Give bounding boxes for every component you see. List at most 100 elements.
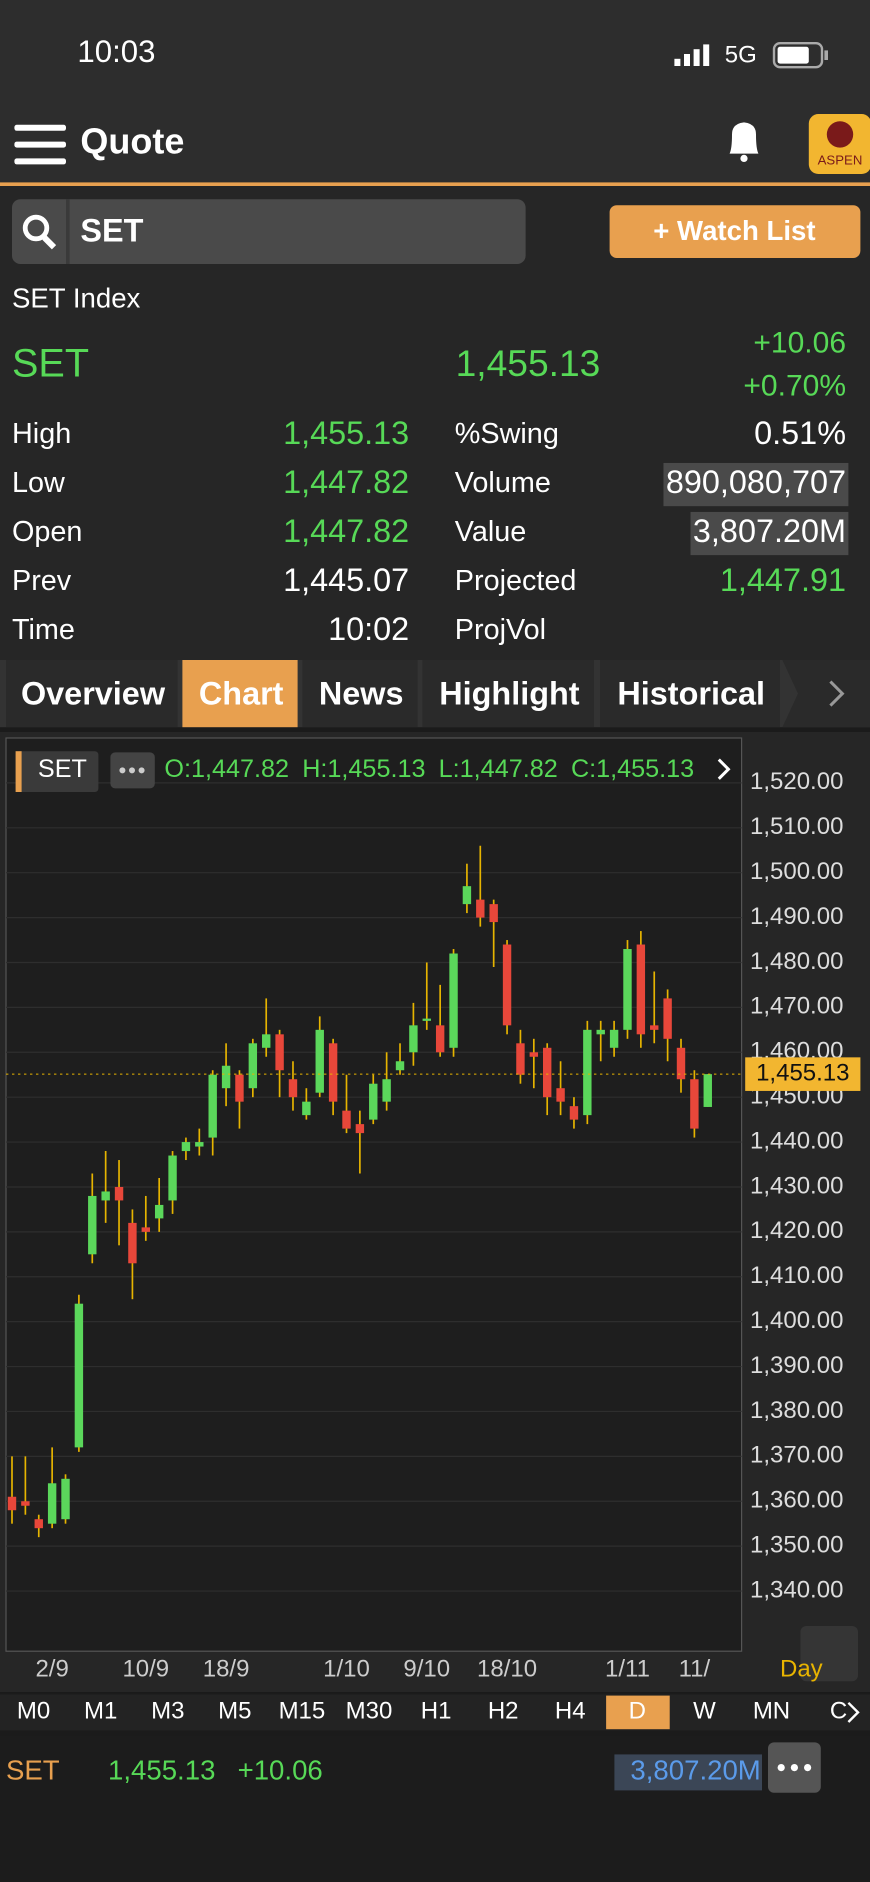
footer-price: 1,455.13 (108, 1755, 215, 1786)
candle-body (569, 1106, 579, 1120)
chart-symbol: SET (38, 755, 87, 783)
y-tick-label: 1,370.00 (750, 1442, 843, 1469)
timeframe[interactable]: M30 (346, 1698, 393, 1725)
row-label: Projected (455, 565, 577, 597)
candle-body (543, 1047, 552, 1098)
tab-label[interactable]: Historical (617, 676, 765, 712)
candle-body (235, 1074, 244, 1102)
candle-body (34, 1519, 43, 1529)
ohlc-arrow[interactable] (717, 758, 731, 780)
candle-body (342, 1110, 351, 1129)
ohlc-label: L:1,447.82 (439, 755, 558, 783)
symbol-chip[interactable] (15, 751, 99, 793)
watchlist-button[interactable] (609, 205, 861, 259)
candle-body (556, 1088, 565, 1102)
change: +10.06 (753, 326, 846, 359)
tab-label[interactable]: News (319, 676, 404, 712)
tab[interactable] (302, 660, 418, 728)
tab-label[interactable]: Chart (199, 676, 284, 712)
search-box[interactable] (12, 199, 526, 265)
tab[interactable] (600, 660, 780, 728)
timeframe[interactable]: D (629, 1698, 646, 1725)
row-value: 0.51% (754, 415, 846, 451)
timeframe[interactable]: M3 (151, 1698, 184, 1725)
footer-menu-dots (777, 1764, 812, 1772)
logo-text: ASPEN (818, 152, 863, 167)
candle-body (609, 1029, 619, 1048)
divider (0, 182, 870, 187)
x-tick-label: 1/11 (605, 1656, 650, 1683)
footer-symbol: SET (6, 1755, 60, 1786)
tab-scroll[interactable] (782, 660, 870, 728)
row-label: Prev (12, 565, 72, 597)
search-icon (22, 214, 50, 242)
timeframe[interactable]: H2 (488, 1698, 519, 1725)
timeframe[interactable]: H4 (555, 1698, 586, 1725)
candle-body (47, 1483, 57, 1524)
candle-body (262, 1034, 271, 1048)
candle-body (596, 1029, 605, 1035)
tab[interactable] (422, 660, 594, 728)
fullscreen-button[interactable] (800, 1626, 858, 1682)
candle-body (449, 953, 458, 1048)
search-query: SET (80, 212, 143, 248)
candle-body (195, 1142, 204, 1147)
x-tick-label: 18/9 (203, 1656, 250, 1683)
candle-body (154, 1204, 164, 1219)
candle-body (288, 1079, 298, 1098)
candle-body (61, 1478, 70, 1520)
y-tick-label: 1,360.00 (750, 1487, 843, 1514)
timeframe[interactable]: H1 (421, 1698, 452, 1725)
quote-panel (0, 186, 870, 661)
row-label: Value (455, 516, 527, 548)
candle-body (141, 1227, 150, 1232)
candle-body (101, 1191, 110, 1201)
bell-icon[interactable] (729, 122, 759, 163)
timeframe[interactable]: M15 (279, 1698, 326, 1725)
y-tick-label: 1,470.00 (750, 993, 843, 1020)
row-label: Open (12, 516, 82, 548)
timeframe-bar (0, 1694, 870, 1731)
candle-body (409, 1025, 418, 1053)
plot-area (5, 737, 743, 1652)
row-value: 10:02 (328, 611, 409, 647)
symbol: SET (12, 341, 89, 385)
tab[interactable] (182, 660, 298, 728)
timeframe[interactable]: MN (753, 1698, 790, 1725)
candle-body (208, 1074, 217, 1138)
timeframe[interactable]: W (693, 1698, 716, 1725)
candle-body (221, 1065, 231, 1089)
chart: 1,340.00 1,350.00 1,360.00 1,370.00 1,380.00… (6, 768, 861, 1683)
row-label: High (12, 418, 71, 450)
timeframe[interactable]: C (830, 1698, 847, 1725)
candle-body (636, 944, 646, 1035)
y-tick-label: 1,430.00 (750, 1172, 843, 1199)
x-tick-label: 2/9 (35, 1656, 68, 1683)
y-tick-label: 1,340.00 (750, 1576, 843, 1603)
menu-button[interactable] (14, 124, 66, 165)
candle-body (355, 1124, 365, 1134)
timeframe[interactable]: M1 (84, 1698, 117, 1725)
timeframe[interactable]: M0 (17, 1698, 50, 1725)
tab-label[interactable]: Highlight (439, 676, 580, 712)
row-label: Low (12, 467, 65, 499)
candle-body (462, 886, 472, 905)
chart-menu-dots (119, 767, 145, 774)
y-tick-label: 1,490.00 (750, 903, 843, 930)
candle-body (168, 1155, 177, 1201)
watchlist-label[interactable]: + Watch List (653, 215, 815, 246)
ohlc-line: O:1,447.82 H:1,455.13 L:1,447.82 C:1,455.13 (164, 755, 694, 783)
y-tick-label: 1,440.00 (750, 1127, 843, 1154)
tab[interactable] (6, 660, 178, 728)
candle-body (275, 1034, 284, 1071)
network: 5G (725, 42, 757, 69)
candle-body (516, 1043, 525, 1075)
y-tick-label: 1,420.00 (750, 1217, 843, 1244)
candle-body (650, 1025, 659, 1030)
candle-body (583, 1029, 592, 1116)
tab-label[interactable]: Overview (21, 676, 166, 712)
timeframe[interactable]: M5 (218, 1698, 251, 1725)
timeframe-arrow[interactable] (847, 1701, 860, 1723)
period-label: Day (780, 1656, 823, 1683)
tab-arrow (829, 680, 845, 707)
